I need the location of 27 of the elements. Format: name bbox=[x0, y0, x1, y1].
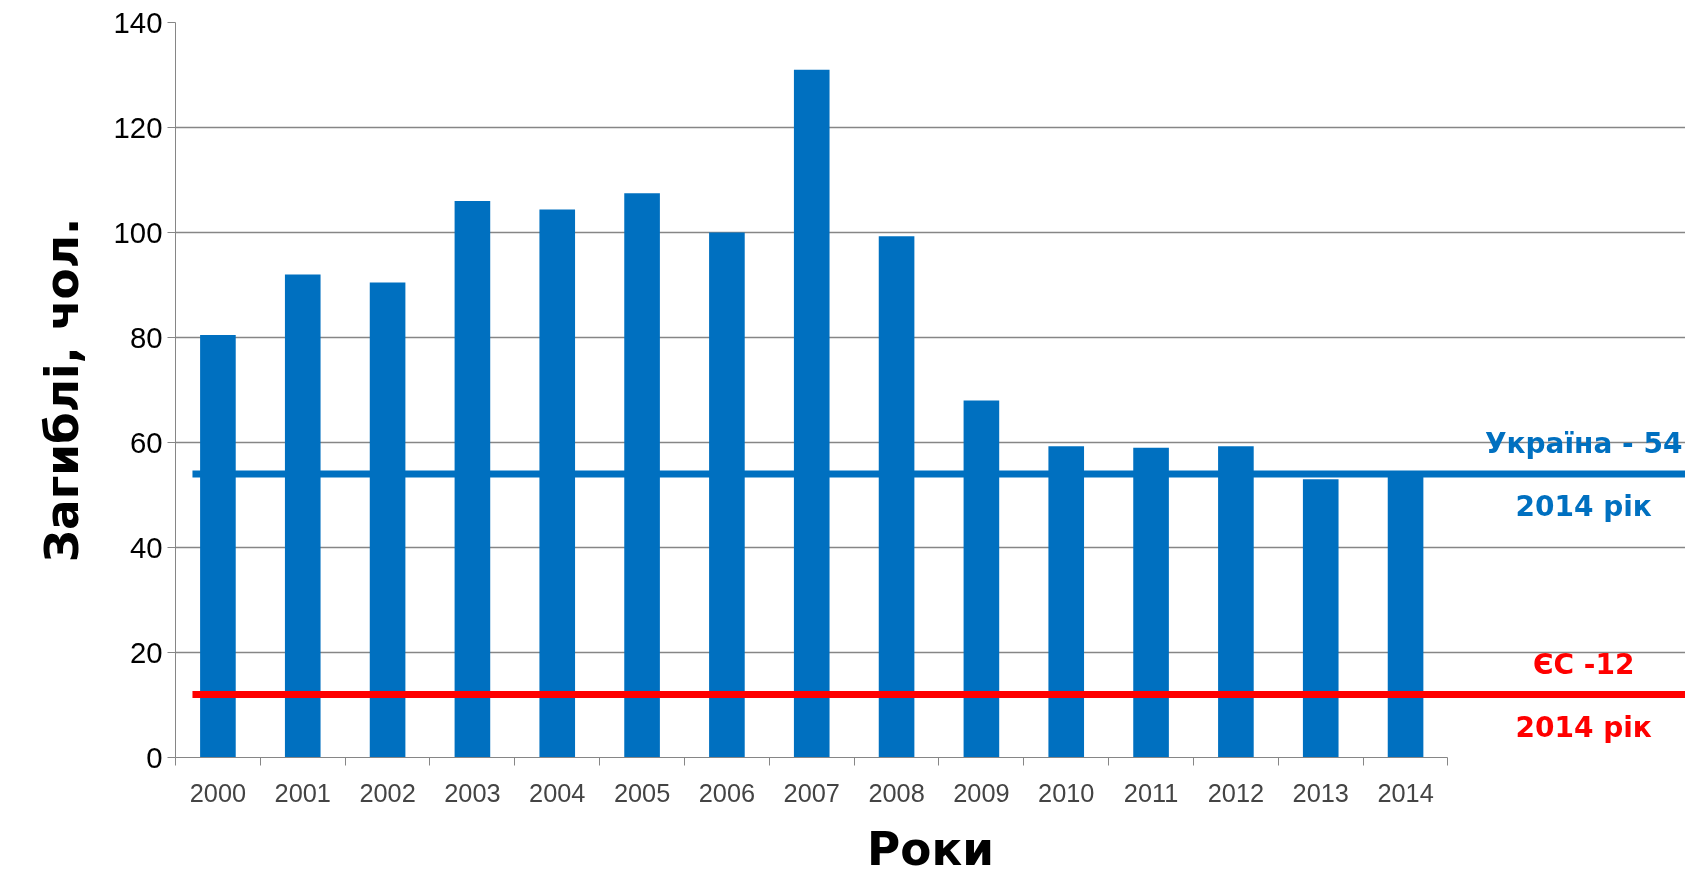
x-tick-label: 2011 bbox=[1123, 778, 1179, 807]
x-tick-label: 2000 bbox=[189, 778, 247, 807]
x-tick-label: 2004 bbox=[529, 778, 586, 807]
y-tick-label: 120 bbox=[113, 110, 163, 144]
y-tick-label: 40 bbox=[129, 530, 163, 564]
x-tick-label: 2003 bbox=[444, 778, 501, 807]
x-axis-title: Роки bbox=[867, 822, 994, 876]
x-tick-label: 2005 bbox=[613, 778, 671, 807]
ref-line-label: Україна - 54 2014 рік bbox=[1484, 427, 1683, 523]
y-tick-label: 60 bbox=[129, 425, 163, 459]
x-tick-label: 2009 bbox=[953, 778, 1010, 807]
ref-line-label: ЄС -12 2014 рік bbox=[1515, 647, 1652, 744]
y-axis-title: Загиблі, чол. bbox=[35, 217, 89, 563]
x-tick-label: 2012 bbox=[1207, 778, 1265, 807]
x-tick-label: 2013 bbox=[1292, 778, 1349, 807]
x-tick-label: 2002 bbox=[359, 778, 416, 807]
y-tick-label: 0 bbox=[146, 740, 163, 774]
x-tick-label: 2007 bbox=[783, 778, 840, 807]
x-tick-label: 2006 bbox=[698, 778, 756, 807]
y-tick-label: 20 bbox=[129, 635, 163, 669]
x-tick-label: 2010 bbox=[1038, 778, 1095, 807]
x-tick-label: 2014 bbox=[1377, 778, 1434, 807]
y-tick-label: 80 bbox=[129, 320, 163, 354]
x-tick-label: 2008 bbox=[868, 778, 925, 807]
x-tick-label: 2001 bbox=[274, 778, 331, 807]
y-tick-label: 100 bbox=[113, 215, 163, 249]
y-tick-label: 140 bbox=[113, 5, 163, 39]
